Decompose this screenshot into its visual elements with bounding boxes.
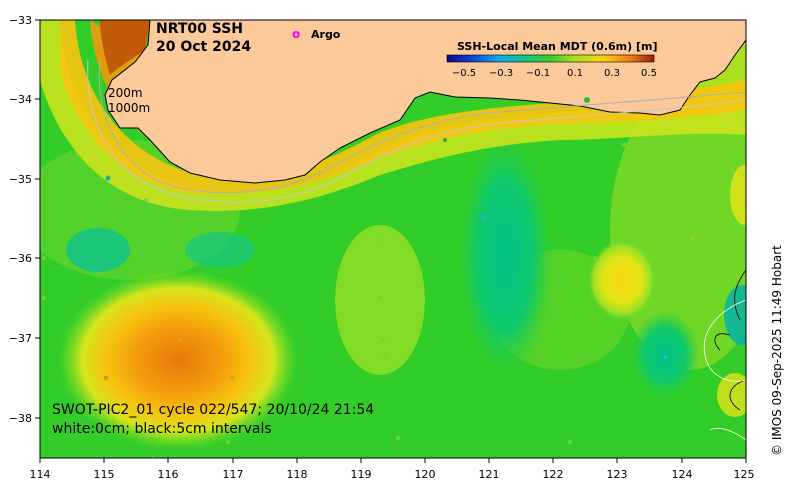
lon-tick-label: 122 bbox=[543, 468, 564, 481]
isobath-200m-label: 200m bbox=[108, 86, 143, 100]
lat-tick-label: −35 bbox=[9, 173, 32, 186]
lat-tick-label: −38 bbox=[9, 412, 32, 425]
imos-credit: © IMOS 09-Sep-2025 11:49 Hobart bbox=[770, 245, 784, 456]
colorbar-tick-label: −0.1 bbox=[526, 68, 550, 79]
lat-tick-label: −36 bbox=[9, 252, 32, 265]
x-axis-labels: 114 115 116 117 118 119 120 121 122 123 … bbox=[30, 468, 755, 481]
y-axis-labels: −33 −34 −35 −36 −37 −38 bbox=[9, 14, 32, 425]
colorbar-tick-label: 0.5 bbox=[641, 68, 657, 79]
colorbar-tick-label: 0.3 bbox=[604, 68, 620, 79]
colorbar-title: SSH-Local Mean MDT (0.6m) [m] bbox=[457, 40, 657, 53]
warm-eddy bbox=[58, 270, 298, 450]
lat-tick-label: −33 bbox=[9, 14, 32, 27]
lon-tick-label: 115 bbox=[94, 468, 115, 481]
colorbar-tick-label: −0.5 bbox=[452, 68, 476, 79]
lon-tick-label: 118 bbox=[287, 468, 308, 481]
map-date: 20 Oct 2024 bbox=[156, 39, 251, 55]
lon-tick-label: 117 bbox=[223, 468, 244, 481]
contour-se-white bbox=[703, 299, 746, 441]
argo-label: Argo bbox=[311, 28, 341, 41]
cool-patch-mid bbox=[185, 232, 255, 268]
lon-tick-label: 124 bbox=[672, 468, 693, 481]
colorbar: SSH-Local Mean MDT (0.6m) [m] −0.5 −0.3 … bbox=[446, 40, 657, 79]
coastal-hot-core bbox=[100, 20, 150, 75]
lon-tick-label: 125 bbox=[734, 468, 755, 481]
argo-marker-icon: o bbox=[292, 27, 300, 41]
swot-points bbox=[42, 97, 695, 458]
colorbar-tick-label: 0.1 bbox=[567, 68, 583, 79]
lon-tick-label: 120 bbox=[415, 468, 436, 481]
map-title: NRT00 SSH bbox=[156, 21, 243, 37]
lon-tick-label: 114 bbox=[30, 468, 51, 481]
yellow-patch-east bbox=[730, 165, 746, 225]
colorbar-gradient bbox=[446, 54, 655, 63]
tick-marks bbox=[35, 19, 747, 463]
lon-tick-label: 123 bbox=[607, 468, 628, 481]
lat-tick-label: −37 bbox=[9, 332, 32, 345]
isobath-1000m-label: 1000m bbox=[108, 101, 150, 115]
yellow-patch-se bbox=[717, 373, 746, 417]
cool-patch-west bbox=[66, 228, 130, 272]
lon-tick-label: 121 bbox=[479, 468, 500, 481]
contour-caption: white:0cm; black:5cm intervals bbox=[52, 421, 272, 437]
yellow-eddy-east bbox=[588, 240, 656, 320]
isobath-1000m-line bbox=[87, 59, 746, 203]
lon-tick-label: 119 bbox=[351, 468, 372, 481]
contour-se bbox=[714, 269, 746, 411]
cool-channel bbox=[457, 130, 553, 380]
plot-frame bbox=[39, 19, 747, 459]
cool-patch-east-edge bbox=[724, 285, 746, 345]
lon-tick-label: 116 bbox=[158, 468, 179, 481]
lat-tick-label: −34 bbox=[9, 93, 32, 106]
swot-caption: SWOT-PIC2_01 cycle 022/547; 20/10/24 21:… bbox=[52, 402, 374, 418]
colorbar-tick-label: −0.3 bbox=[489, 68, 513, 79]
isobath-200m-line bbox=[98, 59, 746, 194]
